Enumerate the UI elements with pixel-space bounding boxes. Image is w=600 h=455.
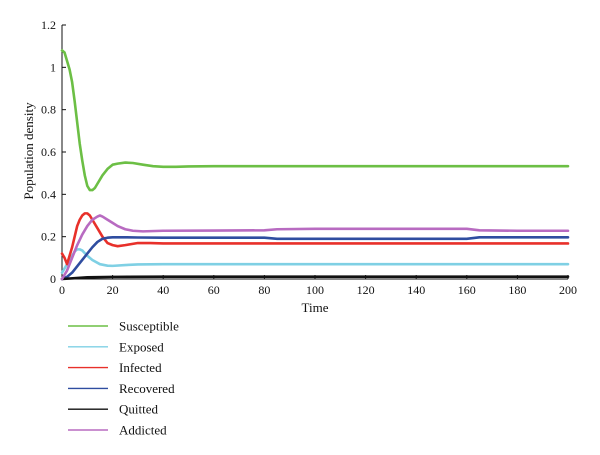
y-tick-label: 0.8 [41, 103, 56, 117]
x-tick-label: 0 [59, 283, 65, 297]
y-tick-label: 0.6 [41, 145, 56, 159]
legend-label-exposed: Exposed [119, 339, 164, 354]
legend-label-addicted: Addicted [119, 423, 167, 438]
x-tick-label: 60 [208, 283, 220, 297]
x-tick-label: 80 [258, 283, 270, 297]
legend: Susceptible Exposed Infected Recovered Quitt… [68, 319, 179, 438]
series-line-addicted [60, 214, 570, 281]
x-tick-label: 20 [107, 283, 119, 297]
x-tick-label: 100 [306, 283, 324, 297]
series-line-quitted [60, 275, 570, 281]
x-tick-label: 180 [508, 283, 526, 297]
y-axis-title: Population density [21, 102, 36, 200]
x-tick-label: 160 [458, 283, 476, 297]
legend-label-susceptible: Susceptible [119, 319, 179, 334]
legend-label-quitted: Quitted [119, 402, 158, 417]
y-tick-label: 0 [50, 272, 56, 286]
series-line-infected [60, 212, 570, 266]
y-tick-label: 1 [50, 60, 56, 74]
legend-label-recovered: Recovered [119, 381, 175, 396]
x-tick-label: 120 [357, 283, 375, 297]
x-tick-label: 200 [559, 283, 577, 297]
x-tick-label: 140 [407, 283, 425, 297]
x-axis-title: Time [302, 300, 329, 315]
y-tick-label: 0.4 [41, 187, 56, 201]
series-line-susceptible [60, 49, 570, 192]
y-tick-label: 1.2 [41, 18, 56, 32]
series-line-recovered [60, 236, 570, 281]
x-tick-label: 40 [157, 283, 169, 297]
series-line-exposed [60, 248, 570, 274]
legend-label-infected: Infected [119, 360, 162, 375]
series-layer [60, 49, 570, 281]
y-tick-label: 0.2 [41, 230, 56, 244]
axes: 0 0.2 0.4 0.6 0.8 1 1.2 0 20 40 60 80 100 120 140 160 18… [41, 18, 577, 297]
